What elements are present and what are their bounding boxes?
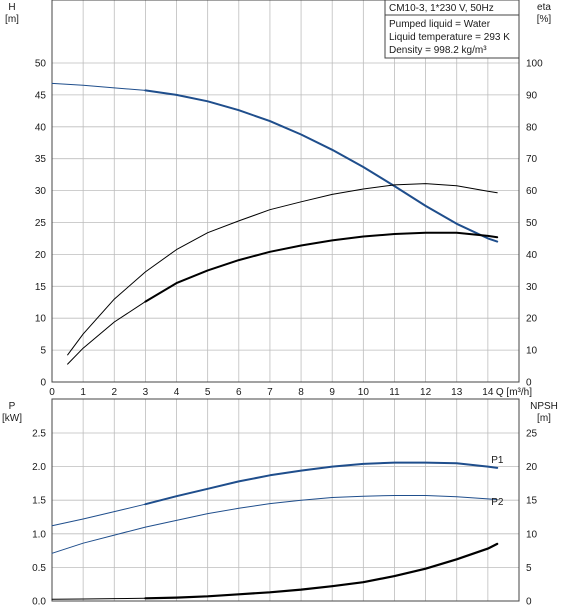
y-right-tick-label: 100 [526,59,543,70]
x-tick-label: 2 [111,387,117,398]
y-right-tick-label: 60 [526,186,538,197]
y-right-axis-unit: [%] [537,14,552,25]
x-tick-label: 1 [80,387,86,398]
y-left-tick-label: 15 [35,282,47,293]
x-tick-label: 9 [329,387,335,398]
series-line [144,89,499,243]
y-right-tick-label: 20 [526,462,538,473]
y-left-tick-label: 45 [35,90,47,101]
x-tick-label: 4 [174,387,180,398]
x-tick-label: 0 [49,387,55,398]
y-left-tick-label: 2.0 [32,462,46,473]
y-left-axis-label: H [8,2,15,13]
series-line [67,183,498,356]
y-left-tick-label: 0.5 [32,563,46,574]
series-line [51,597,146,600]
curve-label: P2 [491,497,504,508]
y-right-tick-label: 0 [526,378,532,389]
info-box-title: CM10-3, 1*230 V, 50Hz [389,3,494,14]
y-right-tick-label: 5 [526,563,532,574]
y-left-tick-label: 35 [35,154,47,165]
x-tick-label: 7 [267,387,273,398]
x-axis-label: Q [m³/h] [496,387,532,398]
info-box-frame [384,0,520,59]
bottom-panel: 0.0 0.5 1.0 1.5 2.0 2.5 0 5 10 15 20 25 P[kW] NPSH[m]… [2,398,558,608]
y-left-tick-label: 30 [35,186,47,197]
x-tick-label: 12 [420,387,432,398]
y-left-axis-unit: [kW] [2,413,22,424]
y-left-tick-label: 5 [40,346,46,357]
curve-label: P1 [491,455,504,466]
plot-frame [51,398,520,602]
x-tick-label: 5 [205,387,211,398]
y-right-axis-label: NPSH [530,401,558,412]
info-box-line: Density = 998.2 kg/m³ [389,45,487,56]
y-left-tick-label: 0.0 [32,597,46,608]
y-right-axis-label: eta [537,2,551,13]
y-left-axis-unit: [m] [5,14,19,25]
info-box: CM10-3, 1*230 V, 50Hz Pumped liquid = Wa… [384,0,520,59]
series-line [144,542,499,600]
y-left-tick-label: 25 [35,218,47,229]
series-line [67,301,146,365]
x-tick-label: 3 [143,387,149,398]
y-right-tick-label: 20 [526,314,538,325]
x-tick-label: 11 [389,387,400,398]
y-left-tick-label: 50 [35,59,47,70]
plot-frame [51,0,520,383]
y-right-tick-label: 90 [526,90,538,101]
y-left-tick-label: 2.5 [32,429,46,440]
series-line [51,503,146,527]
info-box-line: Liquid temperature = 293 K [389,32,510,43]
y-left-tick-label: 1.5 [32,496,46,507]
y-right-tick-label: 70 [526,154,538,165]
y-right-tick-label: 10 [526,529,538,540]
y-right-tick-label: 50 [526,218,538,229]
x-tick-label: 10 [358,387,370,398]
y-left-tick-label: 10 [35,314,47,325]
y-left-axis-label: P [9,401,16,412]
series-line [144,461,499,506]
x-tick-label: 8 [298,387,304,398]
top-panel: 0510152025303540455001020304050607080901… [5,0,551,398]
y-right-axis-unit: [m] [537,413,551,424]
x-tick-label: 6 [236,387,242,398]
y-right-tick-label: 15 [526,496,538,507]
series-line [51,495,498,554]
y-right-tick-label: 30 [526,282,538,293]
y-right-tick-label: 25 [526,429,538,440]
y-right-tick-label: 0 [526,597,532,608]
series-line [144,231,499,303]
y-right-tick-label: 10 [526,346,538,357]
info-box-line: Pumped liquid = Water [389,19,491,30]
y-left-tick-label: 0 [40,378,46,389]
y-right-tick-label: 40 [526,250,538,261]
series-line [51,82,146,91]
y-left-tick-label: 40 [35,122,47,133]
x-tick-label: 14 [482,387,494,398]
y-right-tick-label: 80 [526,122,538,133]
y-left-tick-label: 1.0 [32,529,46,540]
y-left-tick-label: 20 [35,250,47,261]
x-tick-label: 13 [451,387,463,398]
